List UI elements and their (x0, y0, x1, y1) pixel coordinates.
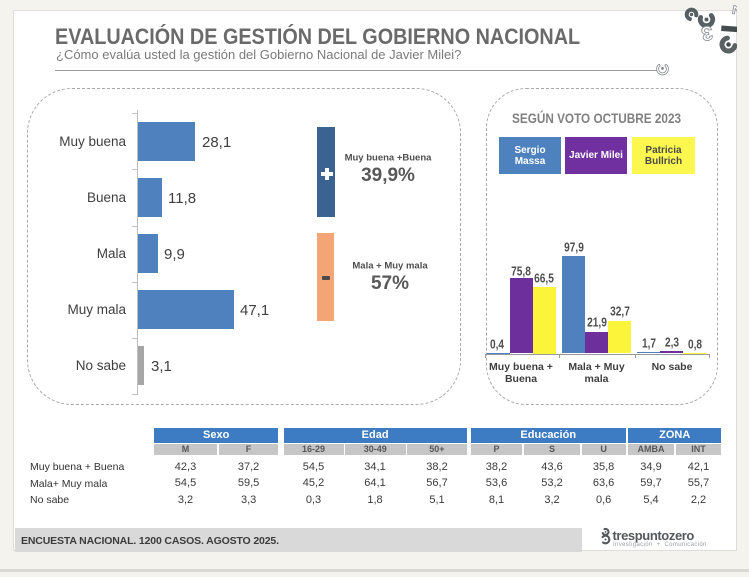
svg-text:3: 3 (700, 21, 715, 45)
svg-text:2: 2 (728, 4, 737, 17)
